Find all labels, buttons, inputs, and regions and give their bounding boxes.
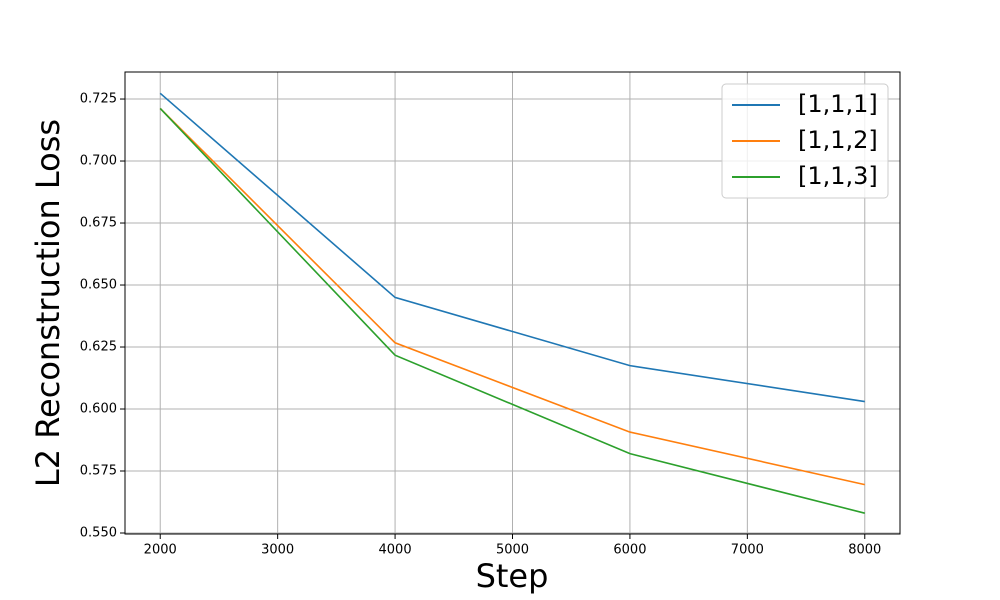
x-axis-label: Step bbox=[476, 557, 549, 595]
legend: [1,1,1] [1,1,2] [1,1,3] bbox=[721, 83, 889, 199]
y-tick-label: 0.550 bbox=[80, 526, 117, 541]
y-tick-label: 0.575 bbox=[80, 464, 117, 479]
y-tick-label: 0.650 bbox=[80, 278, 117, 293]
x-tick-label: 3000 bbox=[261, 543, 294, 558]
legend-label: [1,1,2] bbox=[798, 126, 878, 154]
x-tick-label: 4000 bbox=[379, 543, 412, 558]
y-tick-label: 0.675 bbox=[80, 216, 117, 231]
x-tick-label: 5000 bbox=[496, 543, 529, 558]
y-axis-label: L2 Reconstruction Loss bbox=[29, 119, 67, 487]
legend-label: [1,1,1] bbox=[798, 90, 878, 118]
plot-frame bbox=[124, 71, 901, 535]
legend-box bbox=[721, 83, 889, 199]
series-line bbox=[159, 92, 865, 403]
x-tick-label: 8000 bbox=[848, 543, 881, 558]
legend-label: [1,1,3] bbox=[798, 162, 878, 190]
y-tick-label: 0.600 bbox=[80, 402, 117, 417]
y-tick-label: 0.625 bbox=[80, 340, 117, 355]
x-tick-label: 6000 bbox=[613, 543, 646, 558]
series-line bbox=[159, 107, 865, 514]
series-line bbox=[159, 107, 865, 486]
x-tick-label: 2000 bbox=[144, 543, 177, 558]
y-tick-label: 0.700 bbox=[80, 154, 117, 169]
y-tick-label: 0.725 bbox=[80, 92, 117, 107]
x-tick-label: 7000 bbox=[731, 543, 764, 558]
